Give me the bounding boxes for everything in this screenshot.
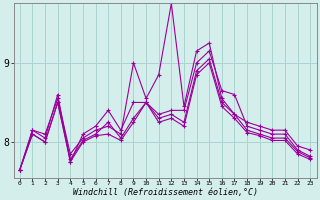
X-axis label: Windchill (Refroidissement éolien,°C): Windchill (Refroidissement éolien,°C)	[73, 188, 258, 197]
